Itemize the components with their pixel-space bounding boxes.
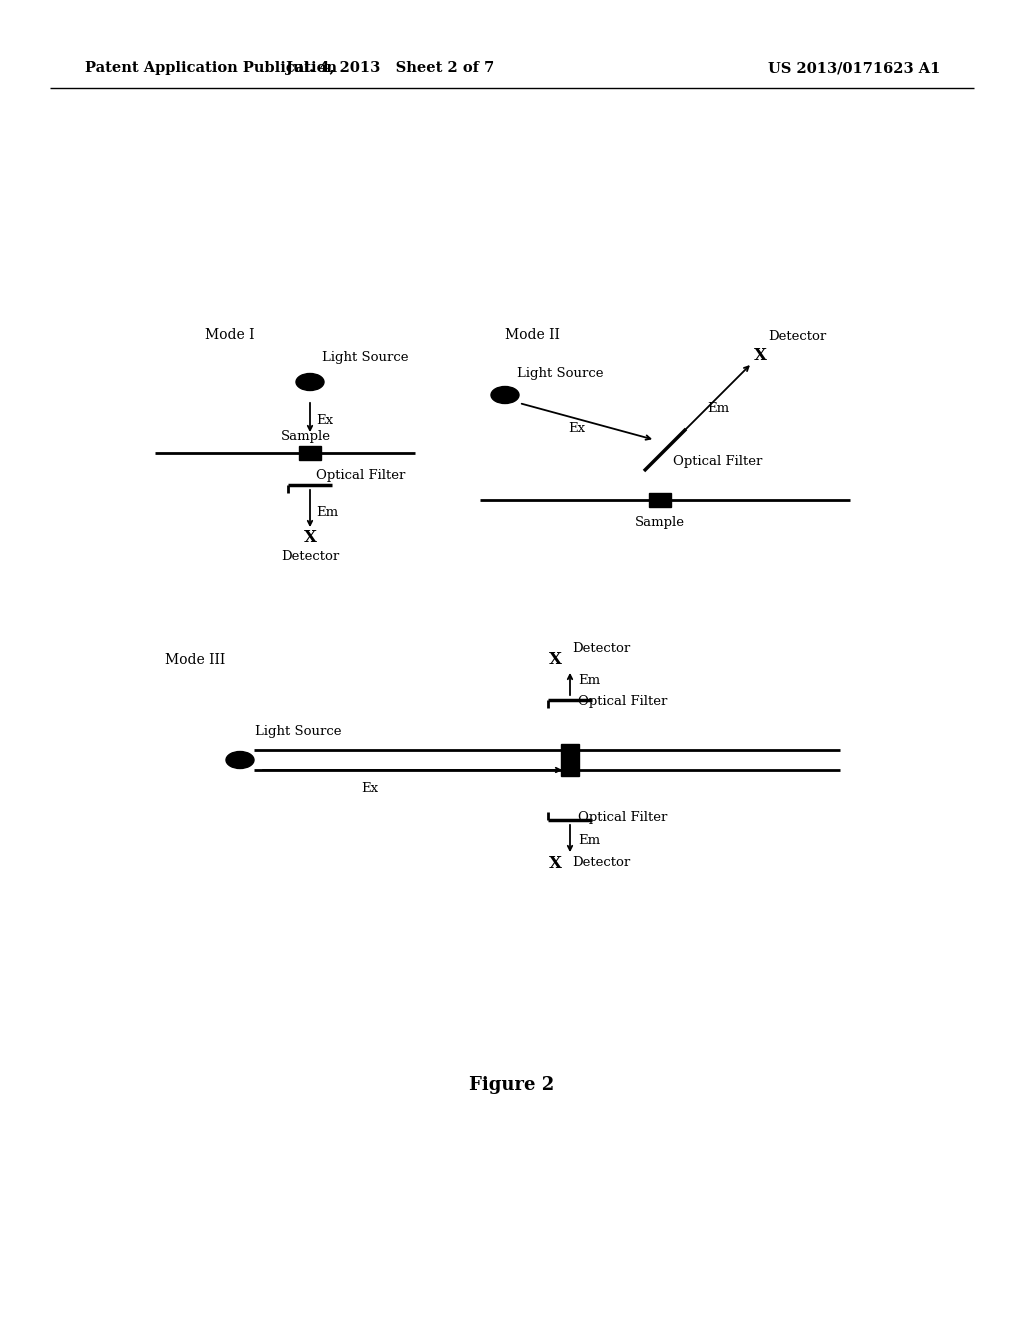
Text: Em: Em (578, 833, 600, 846)
Text: Em: Em (578, 673, 600, 686)
Ellipse shape (226, 751, 254, 768)
Text: Ex: Ex (361, 781, 379, 795)
Text: Jul. 4, 2013   Sheet 2 of 7: Jul. 4, 2013 Sheet 2 of 7 (286, 61, 495, 75)
Text: Light Source: Light Source (255, 726, 341, 738)
Ellipse shape (490, 387, 519, 404)
Text: Mode III: Mode III (165, 653, 225, 667)
Text: X: X (303, 529, 316, 546)
Text: Optical Filter: Optical Filter (673, 455, 763, 469)
Text: X: X (754, 346, 767, 363)
Text: Optical Filter: Optical Filter (316, 469, 406, 482)
Bar (299, 446, 321, 459)
Text: Detector: Detector (768, 330, 826, 343)
Text: Ex: Ex (316, 413, 333, 426)
Text: US 2013/0171623 A1: US 2013/0171623 A1 (768, 61, 940, 75)
Text: Detector: Detector (572, 642, 630, 655)
Text: Em: Em (707, 401, 729, 414)
Text: Mode I: Mode I (205, 327, 255, 342)
Text: Detector: Detector (572, 855, 630, 869)
Text: X: X (549, 855, 562, 873)
Text: Mode II: Mode II (505, 327, 560, 342)
Text: Sample: Sample (281, 430, 331, 444)
Bar (561, 744, 579, 776)
Ellipse shape (296, 374, 324, 391)
Bar (649, 492, 671, 507)
Text: Figure 2: Figure 2 (469, 1076, 555, 1094)
Text: Em: Em (316, 506, 338, 519)
Text: Optical Filter: Optical Filter (578, 812, 668, 825)
Text: Detector: Detector (281, 549, 339, 562)
Text: Sample: Sample (635, 516, 685, 529)
Text: Light Source: Light Source (517, 367, 603, 380)
Text: Light Source: Light Source (322, 351, 409, 364)
Text: X: X (549, 652, 562, 668)
Text: Optical Filter: Optical Filter (578, 696, 668, 709)
Text: Patent Application Publication: Patent Application Publication (85, 61, 337, 75)
Text: Ex: Ex (568, 421, 586, 434)
